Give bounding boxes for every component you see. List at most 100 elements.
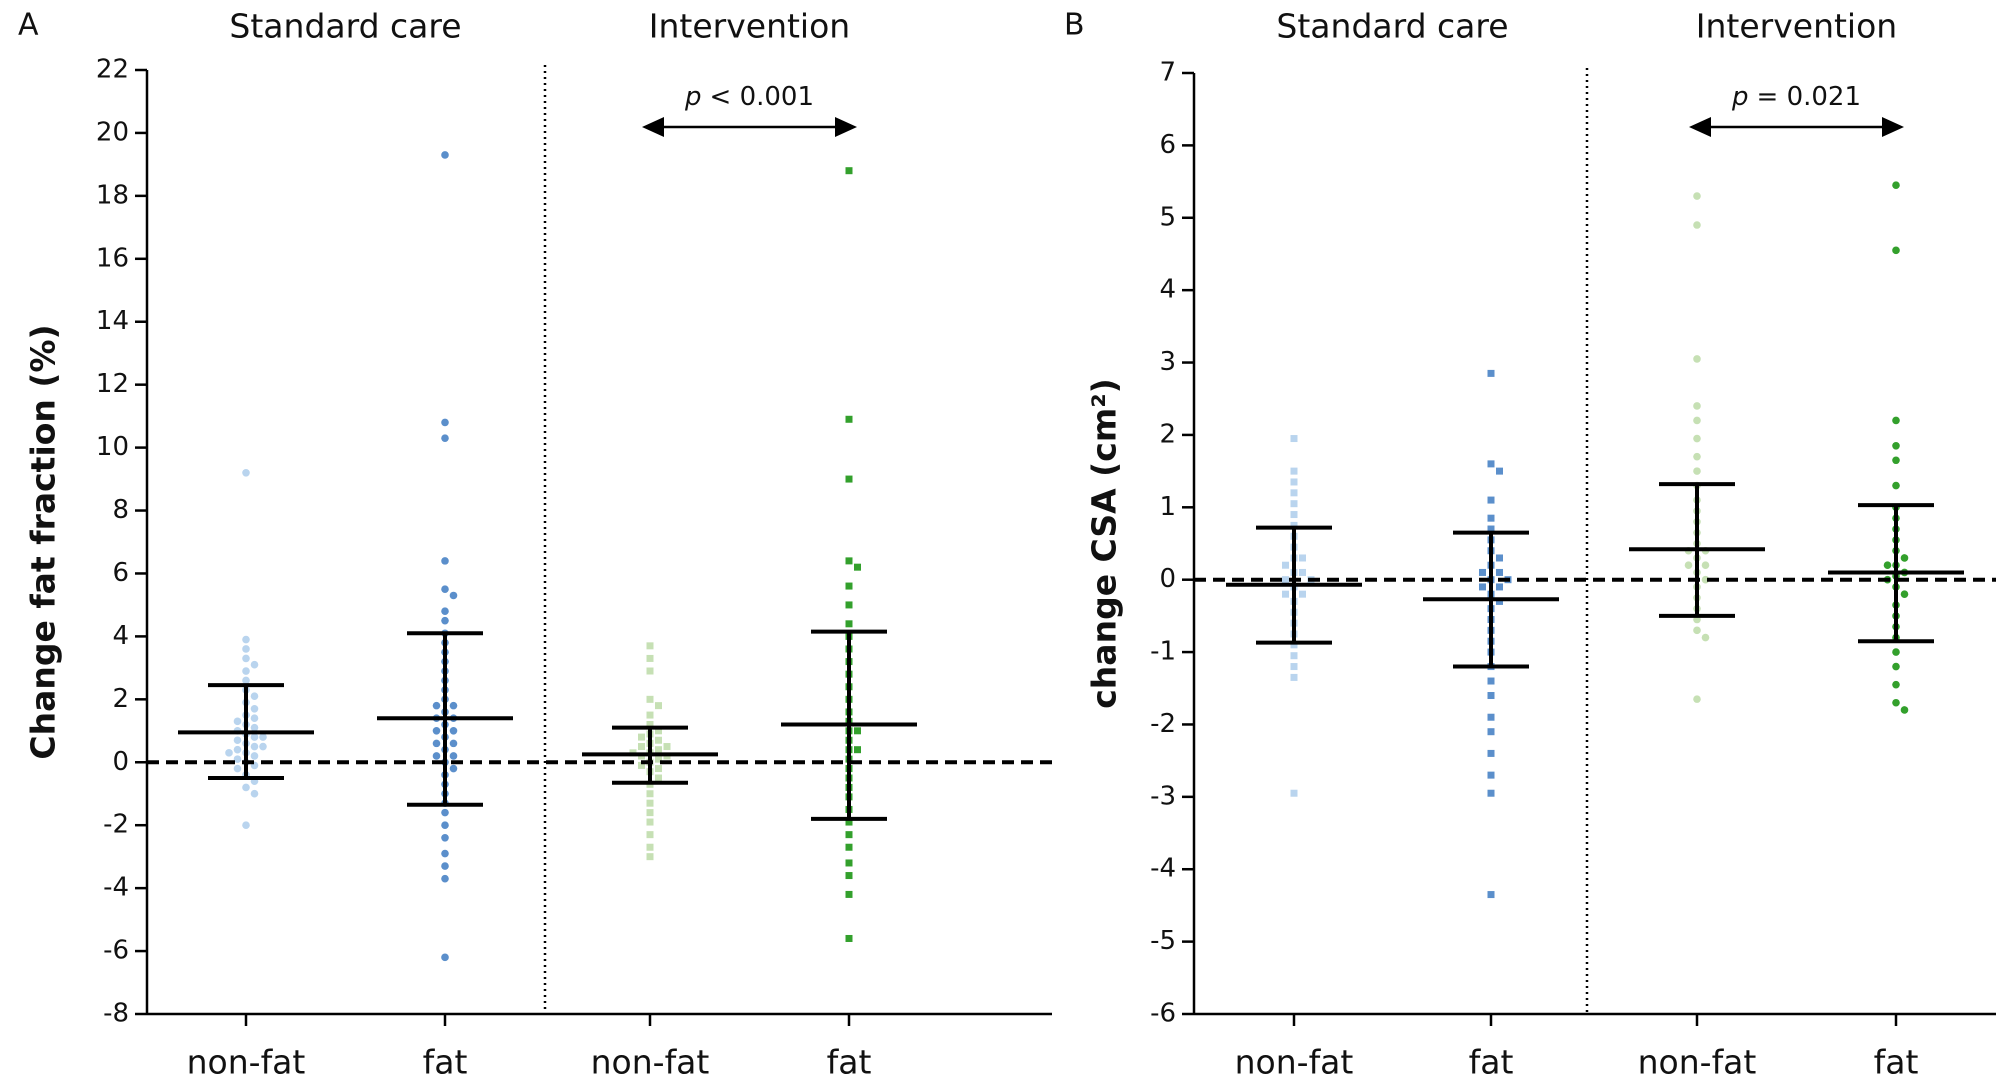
data-point [646,818,654,826]
y-tick-label: -2 [1150,709,1176,739]
x-tick-label: fat [1874,1043,1919,1082]
data-point [845,831,853,839]
data-point [1701,633,1710,642]
data-point [845,843,853,851]
y-tick-label: 22 [96,55,129,85]
data-point [449,591,458,600]
group-header: Intervention [649,7,850,46]
y-tick-label: -5 [1150,926,1176,956]
y-tick-label: 8 [112,495,129,525]
data-point [1479,583,1486,591]
data-point [1290,435,1298,443]
y-tick-label: 2 [112,684,129,714]
data-point [1290,478,1298,486]
data-point [449,727,458,735]
data-point [432,727,441,735]
data-point [250,752,259,760]
data-point [1892,416,1900,425]
data-point [233,745,242,754]
data-point [1684,561,1693,570]
data-point [1496,583,1503,591]
data-point [441,418,449,427]
data-point [1487,771,1495,779]
group-header: Intervention [1696,7,1897,46]
data-point [655,736,662,744]
data-point [638,733,645,741]
comparison-label: p < 0.001 [684,82,814,112]
data-point [646,790,654,798]
data-point [845,620,853,628]
data-point [1892,481,1900,490]
data-point [1487,496,1495,504]
y-tick-label: 3 [1159,347,1176,377]
data-point [1290,652,1298,660]
data-point [1487,460,1495,468]
data-point [638,743,645,751]
x-tick-label: non-fat [1235,1043,1354,1082]
data-point [1290,673,1298,681]
data-point [1290,641,1298,649]
arrow-head [835,117,857,137]
data-point [250,742,259,751]
data-point [250,723,259,732]
data-point [1693,416,1701,425]
data-point [242,635,250,644]
data-point [449,739,458,748]
data-point [233,755,242,763]
data-point [646,667,654,675]
data-point [646,721,654,729]
data-point [655,755,662,763]
data-point [1479,568,1486,576]
data-point [845,601,853,609]
data-point [646,843,654,851]
data-point [259,742,267,751]
data-point [242,667,250,675]
data-point [845,818,853,826]
panel-label: B [1064,8,1085,43]
data-point [441,849,449,858]
y-tick-label: -3 [1150,781,1176,811]
data-point [441,833,449,842]
data-point [655,765,662,773]
p-value: < 0.001 [710,82,814,112]
data-point [1693,434,1701,443]
p-symbol: p [684,82,702,112]
data-point [1290,500,1298,508]
y-tick-label: 7 [1159,58,1176,88]
data-point [250,660,259,669]
data-point [1900,554,1909,562]
y-axis-label: Change fat fraction (%) [24,324,63,759]
y-tick-label: 4 [1159,275,1176,305]
data-point [1900,590,1909,598]
data-point [1693,452,1701,461]
data-point [1900,706,1909,714]
y-tick-label: -8 [103,999,129,1029]
data-point [655,702,662,710]
data-point [432,752,441,760]
y-tick-label: -6 [103,936,129,966]
data-point [638,761,645,769]
data-point [233,717,242,726]
data-point [441,821,449,829]
y-tick-label: 1 [1159,492,1176,522]
y-tick-label: -1 [1150,637,1176,667]
data-point [646,654,654,662]
x-tick-label: non-fat [1638,1043,1757,1082]
data-point [845,475,853,483]
data-point [441,434,449,442]
data-point [250,692,259,700]
data-point [1487,692,1495,700]
data-point [646,831,654,839]
data-point [646,695,654,703]
data-point [449,701,458,710]
data-point [1892,456,1900,465]
data-point [441,874,449,883]
y-tick-label: 18 [96,180,129,210]
data-point [1487,789,1495,797]
data-point [1701,561,1710,570]
data-point [845,582,853,590]
data-point [1282,576,1289,584]
data-point [845,934,853,942]
x-tick-label: non-fat [591,1043,710,1082]
